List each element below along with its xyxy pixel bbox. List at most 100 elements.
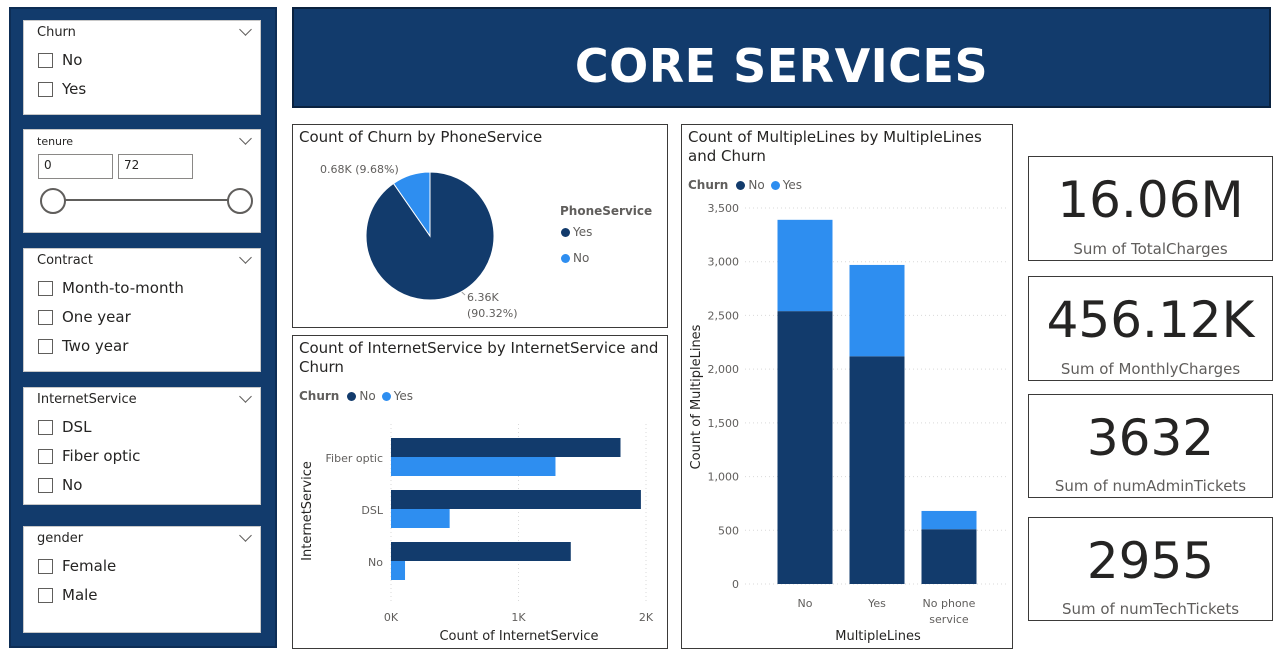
legend-label[interactable]: Yes: [782, 178, 803, 192]
option-churn-yes[interactable]: Yes: [38, 80, 86, 98]
slicer-title: InternetService: [37, 392, 137, 407]
column-yes-2[interactable]: [921, 510, 977, 530]
x-tick-label: 1K: [511, 611, 526, 624]
chart-title: Count of InternetService by InternetServ…: [299, 339, 658, 377]
chevron-down-icon[interactable]: [239, 132, 252, 146]
option-label: No: [62, 476, 83, 494]
bar-no-1[interactable]: [391, 490, 641, 509]
pie-slice-no[interactable]: [392, 171, 431, 238]
option-gender-male[interactable]: Male: [38, 586, 98, 604]
slider-max-handle[interactable]: [227, 188, 253, 214]
y-tick-label: DSL: [361, 504, 383, 517]
x-tick-label: service: [929, 613, 969, 626]
kpi-label: Sum of numAdminTickets: [1054, 477, 1247, 495]
option-label: Female: [62, 557, 117, 575]
internet-bar-chart[interactable]: InternetService Count of InternetService…: [293, 336, 669, 650]
chevron-down-icon[interactable]: [239, 251, 252, 265]
checkbox[interactable]: [38, 477, 53, 493]
slider-min-handle[interactable]: [40, 188, 66, 214]
bar-no-2[interactable]: [391, 542, 571, 561]
legend-title: Churn: [688, 178, 729, 192]
option-contract-one-year[interactable]: One year: [38, 308, 131, 326]
kpi-card-admin-tickets[interactable]: 3632 Sum of numAdminTickets: [1028, 394, 1273, 498]
column-no-2[interactable]: [921, 529, 977, 584]
bar-yes-2[interactable]: [391, 561, 406, 580]
option-contract-month[interactable]: Month-to-month: [38, 279, 184, 297]
checkbox[interactable]: [38, 448, 53, 464]
chart-title-line1: Count of InternetService by InternetServ…: [299, 339, 659, 357]
pie-chart-panel[interactable]: Count of Churn by PhoneService 0.68K (9.…: [292, 124, 668, 328]
kpi-card-total-charges[interactable]: 16.06M Sum of TotalCharges: [1028, 156, 1273, 261]
y-tick-label: Fiber optic: [326, 452, 383, 465]
pie-chart[interactable]: 0.68K (9.68%) 6.36K (90.32%): [293, 125, 669, 329]
kpi-card-tech-tickets[interactable]: 2955 Sum of numTechTickets: [1028, 517, 1273, 621]
checkbox[interactable]: [38, 338, 53, 354]
slicer-internet: InternetService DSL Fiber optic No: [23, 387, 261, 505]
y-tick-label: 0: [732, 578, 739, 591]
legend-dot: [561, 253, 570, 263]
kpi-value: 3632: [1086, 409, 1215, 467]
kpi-label: Sum of MonthlyCharges: [1060, 360, 1241, 378]
page-banner: CORE SERVICES: [292, 7, 1271, 108]
option-internet-dsl[interactable]: DSL: [38, 418, 91, 436]
checkbox[interactable]: [38, 52, 53, 68]
tenure-min-input[interactable]: 0: [38, 154, 113, 179]
legend-label[interactable]: No: [748, 178, 765, 192]
slider-track[interactable]: [52, 199, 239, 201]
option-label: No: [62, 51, 83, 69]
checkbox[interactable]: [38, 280, 53, 296]
slicer-gender: gender Female Male: [23, 526, 261, 633]
legend-label: Yes: [573, 225, 593, 239]
slicer-tenure: tenure 0 72: [23, 129, 261, 233]
legend-label[interactable]: No: [359, 389, 376, 403]
chevron-down-icon[interactable]: [239, 529, 252, 543]
option-label: One year: [62, 308, 131, 326]
checkbox[interactable]: [38, 81, 53, 97]
column-yes-0[interactable]: [777, 219, 833, 312]
chart-title-line1: Count of MultipleLines by MultipleLines: [688, 128, 982, 146]
chart-title: Count of Churn by PhoneService: [299, 128, 543, 146]
y-axis-title: Count of MultipleLines: [689, 324, 704, 469]
kpi-card-monthly-charges[interactable]: 456.12K Sum of MonthlyCharges: [1028, 276, 1273, 381]
chart-title-line2: Churn: [299, 358, 344, 376]
option-label: Month-to-month: [62, 279, 184, 297]
legend-item-no[interactable]: No: [561, 251, 589, 265]
checkbox[interactable]: [38, 558, 53, 574]
legend-item-yes[interactable]: Yes: [561, 225, 592, 239]
multiplelines-column-panel[interactable]: Count of MultipleLines by MultipleLines a…: [681, 124, 1013, 649]
y-tick-label: No: [368, 556, 383, 569]
tenure-max-input[interactable]: 72: [118, 154, 193, 179]
chevron-down-icon[interactable]: [239, 390, 252, 404]
legend-label[interactable]: Yes: [393, 389, 414, 403]
bar-yes-1[interactable]: [391, 509, 450, 528]
legend-dot: [736, 180, 746, 190]
column-no-1[interactable]: [849, 356, 905, 584]
option-contract-two-year[interactable]: Two year: [38, 337, 128, 355]
x-tick-label: No: [798, 597, 813, 610]
internet-bar-panel[interactable]: Count of InternetService by InternetServ…: [292, 335, 668, 649]
bar-yes-0[interactable]: [391, 457, 556, 476]
bar-no-0[interactable]: [391, 438, 621, 457]
option-internet-no[interactable]: No: [38, 476, 82, 494]
chart-legend: Churn No Yes: [299, 389, 413, 403]
slicer-title: gender: [37, 531, 84, 546]
column-no-0[interactable]: [777, 311, 833, 584]
legend-dot: [561, 227, 570, 237]
legend-title: PhoneService: [560, 204, 653, 218]
option-internet-fiber[interactable]: Fiber optic: [38, 447, 140, 465]
checkbox[interactable]: [38, 587, 53, 603]
column-yes-1[interactable]: [849, 264, 905, 357]
pie-label-yes-pct: (90.32%): [467, 307, 518, 320]
x-tick-label: 2K: [639, 611, 654, 624]
option-label: Male: [62, 586, 98, 604]
option-churn-no[interactable]: No: [38, 51, 82, 69]
checkbox[interactable]: [38, 309, 53, 325]
checkbox[interactable]: [38, 419, 53, 435]
multiplelines-column-chart[interactable]: Count of MultipleLines MultipleLines 0 50…: [682, 125, 1014, 650]
kpi-label: Sum of numTechTickets: [1061, 600, 1240, 618]
leader-line: [385, 168, 394, 174]
chart-title-line2: and Churn: [688, 147, 766, 165]
option-gender-female[interactable]: Female: [38, 557, 116, 575]
legend-dot: [347, 391, 357, 401]
chevron-down-icon[interactable]: [239, 23, 252, 37]
